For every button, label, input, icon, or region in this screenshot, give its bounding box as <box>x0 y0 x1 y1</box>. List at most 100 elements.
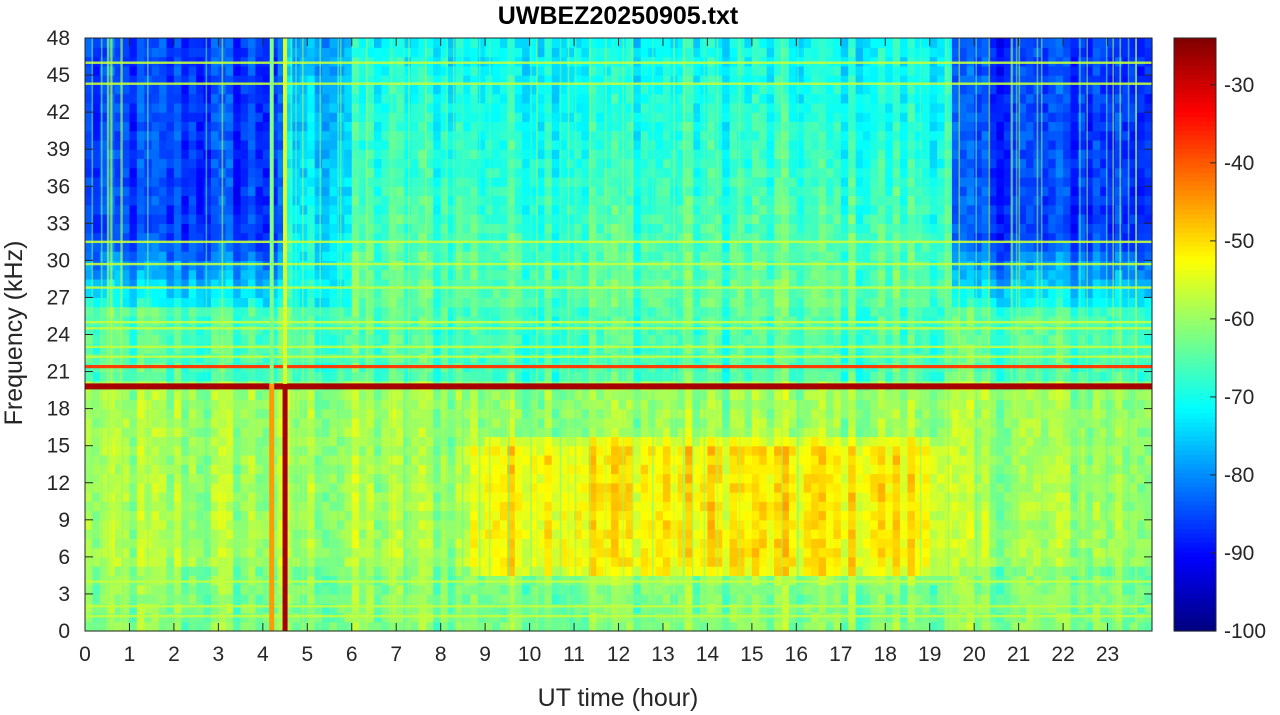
heatmap-cell <box>373 56 382 67</box>
heatmap-cell <box>329 139 338 150</box>
heatmap-cell <box>151 464 160 475</box>
heatmap-cell <box>411 334 420 345</box>
heatmap-cell <box>581 473 590 484</box>
heatmap-cell <box>529 278 538 289</box>
heatmap-cell <box>314 603 323 614</box>
heatmap-cell <box>210 214 219 224</box>
heatmap-cell <box>514 510 523 521</box>
heatmap-cell <box>173 519 182 530</box>
heatmap-cell <box>270 464 279 475</box>
heatmap-cell <box>85 241 94 252</box>
heatmap-cell <box>574 566 583 577</box>
heatmap-cell <box>299 334 308 345</box>
heatmap-cell <box>425 84 434 95</box>
heatmap-cell <box>159 167 168 178</box>
heatmap-cell <box>529 167 538 178</box>
heatmap-cell <box>351 436 360 447</box>
heatmap-cell <box>166 223 175 234</box>
heatmap-cell <box>299 306 308 317</box>
heatmap-cell <box>359 519 368 530</box>
heatmap-cell <box>85 112 94 122</box>
heatmap-cell <box>322 75 331 85</box>
heatmap-cell <box>462 167 471 178</box>
heatmap-cell <box>536 519 545 530</box>
heatmap-cell <box>351 482 360 493</box>
heatmap-cell <box>122 176 131 187</box>
heatmap-cell <box>262 603 271 614</box>
heatmap-cell <box>136 584 145 595</box>
heatmap-cell <box>233 315 242 326</box>
heatmap-cell <box>418 353 427 363</box>
heatmap-cell <box>151 427 160 438</box>
heatmap-cell <box>314 445 323 456</box>
heatmap-cell <box>85 529 94 539</box>
heatmap-cell <box>85 454 94 465</box>
heatmap-cell <box>329 390 338 400</box>
heatmap-cell <box>129 612 138 623</box>
heatmap-cell <box>99 176 108 187</box>
heatmap-cell <box>233 519 242 530</box>
heatmap-cell <box>440 186 449 197</box>
heatmap-cell <box>270 223 279 234</box>
heatmap-cell <box>277 204 286 215</box>
heatmap-cell <box>255 519 264 530</box>
heatmap-cell <box>322 139 331 150</box>
heatmap-cell <box>588 334 597 345</box>
heatmap-cell <box>507 417 516 428</box>
heatmap-cell <box>618 121 627 132</box>
heatmap-cell <box>566 408 575 419</box>
heatmap-cell <box>499 612 508 623</box>
heatmap-cell <box>159 343 168 354</box>
heatmap-cell <box>203 241 212 252</box>
heatmap-cell <box>581 223 590 234</box>
heatmap-cell <box>411 603 420 614</box>
heatmap-cell <box>329 454 338 465</box>
heatmap-cell <box>633 584 642 595</box>
heatmap-cell <box>85 186 94 197</box>
heatmap-cell <box>262 529 271 539</box>
heatmap-cell <box>92 93 101 104</box>
heatmap-cell <box>351 603 360 614</box>
heatmap-cell <box>359 65 368 76</box>
heatmap-cell <box>351 176 360 187</box>
heatmap-cell <box>203 204 212 215</box>
heatmap-cell <box>262 93 271 104</box>
heatmap-cell <box>114 371 123 382</box>
heatmap-cell <box>299 176 308 187</box>
heatmap-cell <box>403 427 412 438</box>
heatmap-cell <box>129 575 138 586</box>
heatmap-cell <box>581 56 590 67</box>
heatmap-cell <box>173 473 182 484</box>
heatmap-cell <box>566 399 575 410</box>
heatmap-cell <box>544 112 553 122</box>
heatmap-cell <box>418 176 427 187</box>
heatmap-cell <box>625 297 634 308</box>
heatmap-cell <box>166 176 175 187</box>
heatmap-cell <box>588 297 597 308</box>
heatmap-cell <box>255 538 264 549</box>
heatmap-cell <box>388 603 397 614</box>
heatmap-cell <box>270 473 279 484</box>
heatmap-cell <box>85 288 94 299</box>
heatmap-cell <box>588 529 597 539</box>
heatmap-cell <box>285 269 294 280</box>
heatmap-cell <box>210 566 219 577</box>
heatmap-cell <box>322 47 331 58</box>
heatmap-cell <box>366 445 375 456</box>
heatmap-cell <box>85 139 94 150</box>
heatmap-cell <box>329 510 338 521</box>
heatmap-cell <box>425 454 434 465</box>
heatmap-cell <box>181 603 190 614</box>
heatmap-cell <box>166 139 175 150</box>
heatmap-cell <box>181 538 190 549</box>
heatmap-cell <box>181 482 190 493</box>
heatmap-cell <box>440 436 449 447</box>
heatmap-cell <box>99 529 108 539</box>
heatmap-cell <box>433 482 442 493</box>
heatmap-cell <box>255 47 264 58</box>
heatmap-cell <box>455 186 464 197</box>
heatmap-cell <box>514 529 523 539</box>
heatmap-cell <box>640 482 649 493</box>
heatmap-cell <box>411 445 420 456</box>
heatmap-cell <box>396 75 405 85</box>
